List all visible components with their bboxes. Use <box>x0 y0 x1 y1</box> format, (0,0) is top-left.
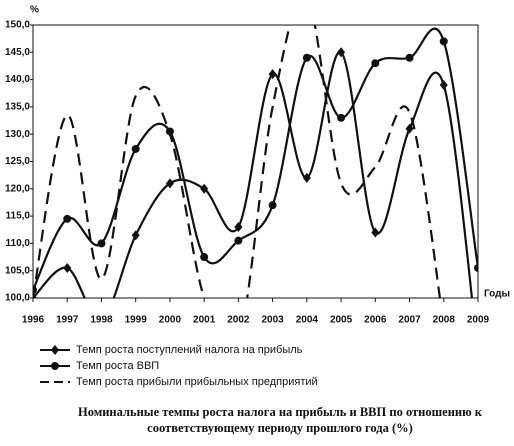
point <box>405 53 414 62</box>
x-tick-label: 1998 <box>90 315 113 326</box>
plot-area <box>33 25 478 298</box>
x-tick-label: 1999 <box>125 315 148 326</box>
legend-label: Темп роста поступлений налога на прибыль <box>76 344 303 356</box>
x-tick-label: 2000 <box>159 315 182 326</box>
point <box>337 113 346 122</box>
y-tick-label: 100,0 <box>5 293 30 304</box>
chart-title: Номинальные темпы роста налога на прибыл… <box>77 405 483 435</box>
point <box>131 230 140 241</box>
y-tick-label: 120,0 <box>5 183 30 194</box>
x-tick-label: 2006 <box>364 315 387 326</box>
legend-label: Темп роста прибыли прибыльных предприяти… <box>76 376 318 388</box>
point <box>337 47 346 58</box>
plot-frame <box>32 24 479 299</box>
y-tick-label: 150,0 <box>5 20 30 31</box>
x-tick-label: 1996 <box>22 315 45 326</box>
point <box>165 178 174 189</box>
point <box>439 80 448 91</box>
chart: % Годы 100,0 105,0 110,0 115,0 120,0 125,0 130… <box>5 5 510 388</box>
y-tick-label: 105,0 <box>5 265 30 276</box>
y-tick-label: 135,0 <box>5 102 30 113</box>
point <box>302 172 311 183</box>
x-tick-label: 2003 <box>261 315 284 326</box>
x-tick-label: 2008 <box>433 315 456 326</box>
y-axis-label: % <box>30 5 39 16</box>
x-tick-label: 2001 <box>193 315 216 326</box>
series-line <box>33 27 478 291</box>
series-line <box>33 25 442 298</box>
point <box>371 59 380 68</box>
x-tick-label: 2007 <box>398 315 421 326</box>
point <box>200 253 209 262</box>
legend-marker <box>51 362 59 370</box>
x-tick-label: 1997 <box>56 315 79 326</box>
point <box>63 214 72 223</box>
y-tick-label: 125,0 <box>5 156 30 167</box>
y-tick-label: 130,0 <box>5 129 30 140</box>
point <box>63 262 72 273</box>
x-tick-label: 2004 <box>296 315 319 326</box>
x-tick-label: 2005 <box>330 315 353 326</box>
point <box>268 69 277 80</box>
y-tick-label: 115,0 <box>6 211 31 222</box>
point <box>439 37 448 46</box>
point <box>234 222 243 233</box>
point <box>405 123 414 134</box>
point <box>97 239 106 248</box>
point <box>131 144 140 153</box>
x-tick-label: 2002 <box>227 315 250 326</box>
point <box>234 236 243 245</box>
series-line <box>33 51 474 298</box>
point <box>371 227 380 238</box>
x-axis-label: Годы <box>484 289 510 300</box>
x-tick-label: 2009 <box>467 315 490 326</box>
point <box>268 201 277 210</box>
y-tick-label: 110,0 <box>6 238 31 249</box>
legend-marker <box>51 345 59 355</box>
point <box>302 53 311 62</box>
y-tick-label: 140,0 <box>5 74 30 85</box>
point <box>474 263 478 272</box>
legend-label: Темп роста ВВП <box>76 360 159 372</box>
point <box>200 183 209 194</box>
y-tick-label: 145,0 <box>5 47 30 58</box>
